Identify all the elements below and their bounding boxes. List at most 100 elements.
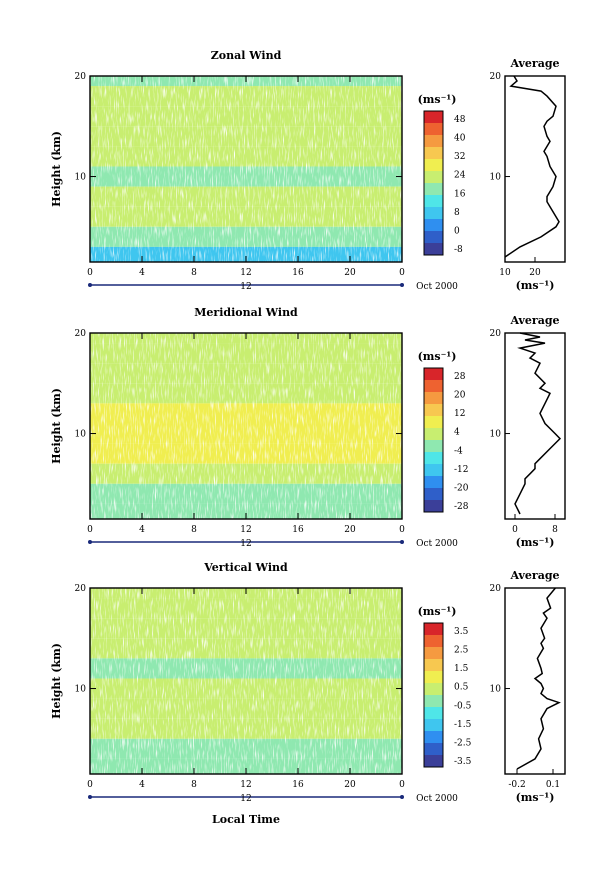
x-tick-label: 0 — [399, 780, 405, 790]
colorbar-label: 28 — [454, 372, 466, 382]
colorbar-segment — [424, 755, 443, 768]
x-tick-label: 8 — [191, 525, 197, 535]
colorbar-label: 2.5 — [454, 646, 469, 656]
y-axis-label: Height (km) — [50, 131, 63, 207]
x-tick-label: 0 — [87, 780, 93, 790]
x-tick-label: 0 — [399, 268, 405, 278]
average-title: Average — [509, 57, 559, 70]
x-tick-label: 8 — [191, 780, 197, 790]
x-tick-label: 0 — [399, 525, 405, 535]
colorbar-frame — [423, 110, 444, 256]
colorbar-label: 40 — [454, 134, 466, 144]
average-line — [516, 587, 561, 770]
x-tick-label: 20 — [344, 525, 356, 535]
colorbar-segment — [424, 404, 443, 417]
data-gaps — [90, 588, 402, 774]
panel-title: Zonal Wind — [211, 49, 282, 62]
colorbar-label: 1.5 — [454, 664, 469, 674]
x-tick-label: 4 — [139, 780, 145, 790]
colorbar-segment — [424, 476, 443, 489]
y-axis-label: Height (km) — [50, 643, 63, 719]
average-line — [514, 332, 562, 515]
day-label: 12 — [240, 282, 251, 292]
average-y-tick-label: 10 — [490, 430, 502, 440]
x-tick-label: 12 — [240, 268, 251, 278]
date-label: Oct 2000 — [416, 539, 458, 549]
average-unit: (ms⁻¹) — [516, 791, 555, 804]
colorbar-frame — [423, 622, 444, 768]
colorbar-label: 8 — [454, 208, 460, 218]
average-title: Average — [509, 314, 559, 327]
colorbar-label: -3.5 — [454, 757, 472, 767]
average-y-tick-label: 10 — [490, 685, 502, 695]
x-tick-label: 0 — [87, 525, 93, 535]
average-y-tick-label: 10 — [490, 173, 502, 183]
colorbar-segment — [424, 659, 443, 672]
colorbar-label: 32 — [454, 152, 465, 162]
colorbar-segment — [424, 219, 443, 232]
colorbar-segment — [424, 416, 443, 429]
colorbar-segment — [424, 243, 443, 256]
colorbar-label: -2.5 — [454, 738, 472, 748]
average-profile: Average 20 10 0 8(ms⁻¹) — [490, 314, 566, 549]
average-x-tick-label: 0.1 — [546, 780, 560, 790]
colorbar-segment — [424, 380, 443, 393]
colorbar-segment — [424, 159, 443, 172]
colorbar-segment — [424, 731, 443, 744]
y-axis-label: Height (km) — [50, 388, 63, 464]
day-bar-end — [400, 540, 404, 544]
panel-3: Vertical Wind 20 10 Height (km) 0 4 8 12 16 20 0 12… — [50, 561, 566, 804]
average-x-tick-label: 8 — [552, 525, 558, 535]
colorbar — [423, 110, 444, 256]
colorbar-segment — [424, 707, 443, 720]
average-x-tick-label: 20 — [529, 268, 541, 278]
day-bar-end — [400, 795, 404, 799]
colorbar — [423, 622, 444, 768]
colorbar-label: 24 — [454, 171, 466, 181]
x-tick-label: 4 — [139, 268, 145, 278]
colorbar-segment — [424, 464, 443, 477]
colorbar-segment — [424, 183, 443, 196]
colorbar-segment — [424, 635, 443, 648]
average-frame — [504, 332, 566, 520]
colorbar-unit: (ms⁻¹) — [418, 93, 457, 106]
x-tick-label: 20 — [344, 268, 356, 278]
x-tick-label: 4 — [139, 525, 145, 535]
colorbar-segment — [424, 488, 443, 501]
panel-title: Vertical Wind — [203, 561, 288, 574]
colorbar-segment — [424, 171, 443, 184]
colorbar-segment — [424, 647, 443, 660]
y-tick-label: 20 — [75, 584, 87, 594]
heatmap — [90, 76, 402, 262]
x-tick-label: 0 — [87, 268, 93, 278]
x-tick-label: 8 — [191, 268, 197, 278]
colorbar-segment — [424, 135, 443, 148]
colorbar-segment — [424, 452, 443, 465]
average-x-tick-label: -0.2 — [508, 780, 525, 790]
average-x-tick-label: 10 — [499, 268, 511, 278]
panel-title: Meridional Wind — [194, 306, 298, 319]
colorbar-label: 16 — [454, 189, 466, 199]
panel-2: Meridional Wind 20 10 Height (km) 0 4 8 12 16 20 0… — [50, 306, 566, 549]
y-tick-label: 20 — [75, 72, 87, 82]
average-title: Average — [509, 569, 559, 582]
x-tick-label: 20 — [344, 780, 356, 790]
colorbar-label: 3.5 — [454, 627, 469, 637]
colorbar-segment — [424, 195, 443, 208]
y-tick-label: 10 — [75, 173, 87, 183]
colorbar-segment — [424, 147, 443, 160]
average-frame — [504, 75, 566, 263]
colorbar-segment — [424, 500, 443, 513]
day-bar-end — [88, 283, 92, 287]
day-bar-end — [88, 795, 92, 799]
colorbar-label: -8 — [454, 245, 463, 255]
heatmap — [90, 588, 402, 774]
colorbar-frame — [423, 367, 444, 513]
colorbar-label: -1.5 — [454, 720, 472, 730]
colorbar-label: 12 — [454, 409, 465, 419]
colorbar-segment — [424, 207, 443, 220]
average-unit: (ms⁻¹) — [516, 536, 555, 549]
